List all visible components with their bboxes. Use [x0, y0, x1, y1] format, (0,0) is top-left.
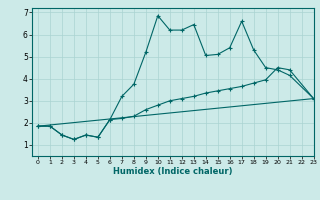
X-axis label: Humidex (Indice chaleur): Humidex (Indice chaleur) — [113, 167, 233, 176]
